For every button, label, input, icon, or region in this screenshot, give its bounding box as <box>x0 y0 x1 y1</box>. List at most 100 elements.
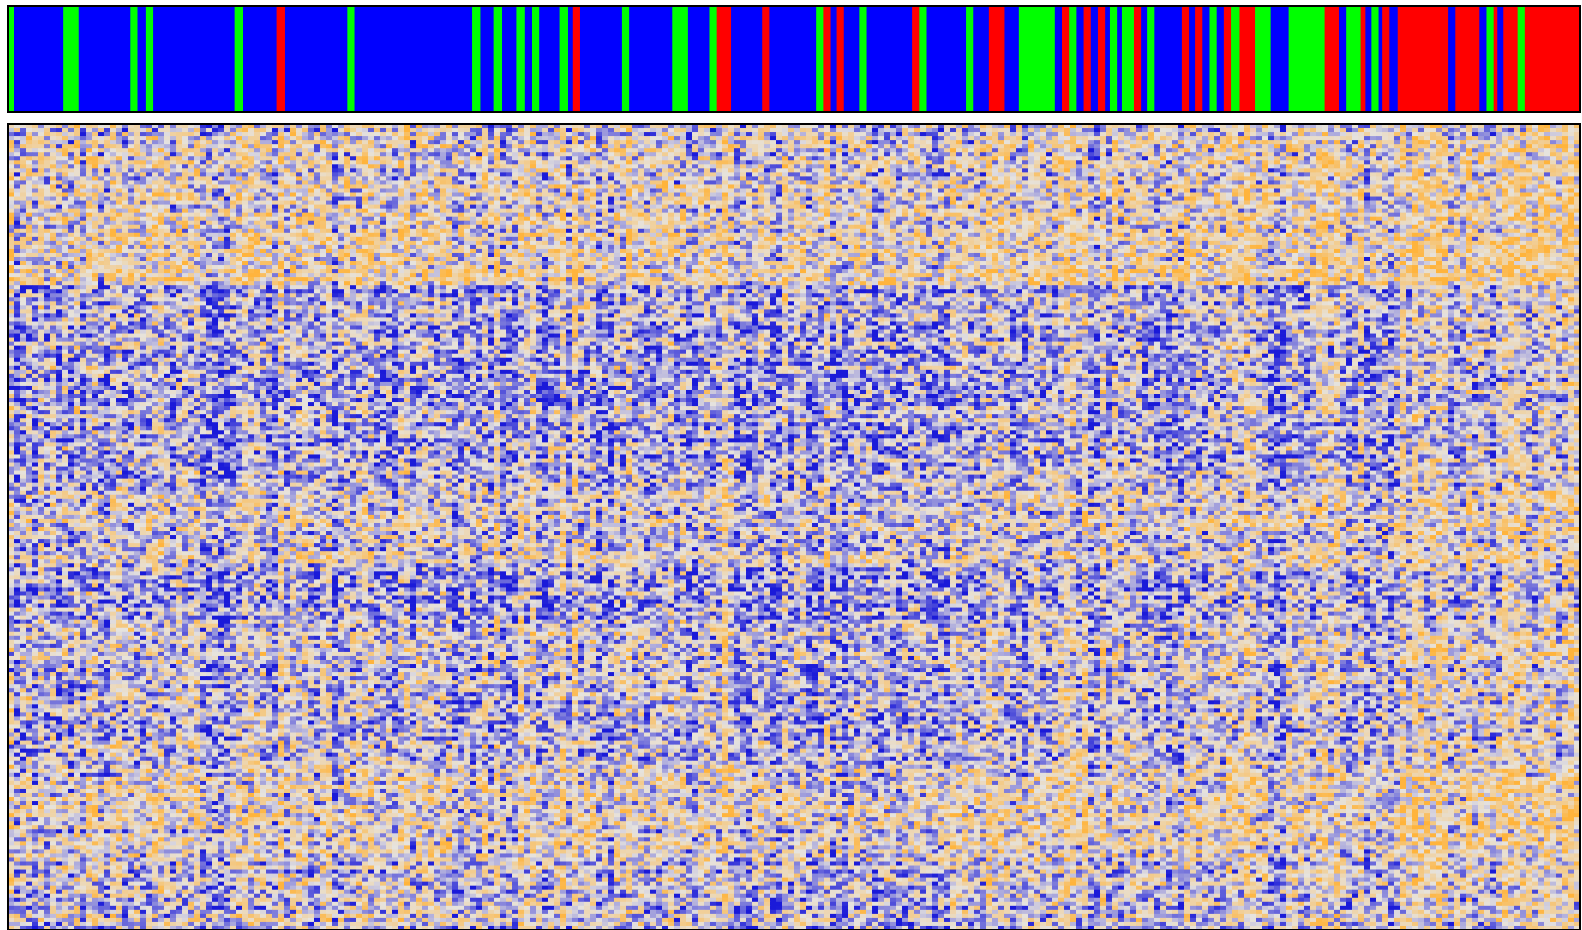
heatmap-cell <box>494 156 501 161</box>
heatmap-cell <box>872 192 879 197</box>
heatmap-cell <box>1280 156 1287 161</box>
heatmap-cell <box>410 132 417 137</box>
heatmap-cell <box>542 180 549 185</box>
heatmap-cell <box>650 128 657 133</box>
heatmap-cell <box>500 164 507 169</box>
heatmap-cell <box>1244 128 1251 133</box>
heatmap-cell <box>944 136 951 141</box>
annotation-segment-C <box>1422 6 1449 112</box>
heatmap-cell <box>1004 140 1011 145</box>
heatmap-cell <box>494 140 501 145</box>
heatmap-cell <box>1268 180 1275 185</box>
heatmap-cell <box>266 188 273 193</box>
heatmap-cell <box>740 124 747 129</box>
heatmap-cell <box>608 144 615 149</box>
heatmap-cell <box>1070 188 1077 193</box>
heatmap-cell <box>908 196 915 201</box>
heatmap-cell <box>1538 152 1545 157</box>
heatmap-cell <box>494 192 501 197</box>
heatmap-cell <box>968 124 975 129</box>
heatmap-cell <box>578 136 585 141</box>
heatmap-cell <box>536 184 543 189</box>
heatmap-cell <box>122 196 129 201</box>
heatmap-cell <box>266 196 273 201</box>
heatmap-cell <box>548 124 555 129</box>
heatmap-cell <box>1424 172 1431 177</box>
heatmap-cell <box>776 164 783 169</box>
heatmap-cell <box>1286 188 1293 193</box>
heatmap-cell <box>1508 188 1515 193</box>
heatmap-cell <box>782 148 789 153</box>
heatmap-cell <box>752 184 759 189</box>
heatmap-cell <box>146 124 153 129</box>
heatmap-cell <box>182 148 189 153</box>
heatmap-cell <box>578 184 585 189</box>
heatmap-cell <box>1412 176 1419 181</box>
heatmap-cell <box>638 180 645 185</box>
heatmap-cell <box>1130 124 1137 129</box>
annotation-segment-C <box>1097 6 1106 112</box>
heatmap-cell <box>638 164 645 169</box>
heatmap-cell <box>1400 192 1407 197</box>
heatmap-cell <box>932 152 939 157</box>
heatmap-cell <box>356 196 363 201</box>
heatmap-cell <box>704 152 711 157</box>
heatmap-cell <box>1202 184 1209 189</box>
heatmap-cell <box>422 136 429 141</box>
heatmap-cell <box>602 160 609 165</box>
heatmap-cell <box>1238 140 1245 145</box>
heatmap-cell <box>722 156 729 161</box>
heatmap-cell <box>14 160 21 165</box>
heatmap-cell <box>512 136 519 141</box>
heatmap-cell <box>386 128 393 133</box>
heatmap-cell <box>1442 188 1449 193</box>
heatmap-cell <box>308 140 315 145</box>
heatmap-cell <box>1508 180 1515 185</box>
heatmap-cell <box>572 172 579 177</box>
heatmap-cell <box>770 140 777 145</box>
heatmap-cell <box>308 124 315 129</box>
heatmap-cell <box>218 184 225 189</box>
heatmap-cell <box>530 160 537 165</box>
heatmap-cell <box>854 136 861 141</box>
annotation-segment-A <box>284 6 348 112</box>
heatmap-cell <box>476 132 483 137</box>
heatmap-cell <box>242 164 249 169</box>
heatmap-cell <box>704 156 711 161</box>
heatmap-cell <box>482 180 489 185</box>
heatmap-cell <box>932 156 939 161</box>
heatmap-cell <box>284 180 291 185</box>
heatmap-cell <box>1262 188 1269 193</box>
heatmap-cell <box>338 184 345 189</box>
heatmap-cell <box>1118 172 1125 177</box>
heatmap-cell <box>782 168 789 173</box>
heatmap-cell <box>848 180 855 185</box>
heatmap-cell <box>1370 132 1377 137</box>
heatmap-cell <box>320 180 327 185</box>
heatmap-cell <box>296 156 303 161</box>
heatmap-cell <box>1232 140 1239 145</box>
heatmap-cell <box>464 184 471 189</box>
heatmap-cell <box>116 136 123 141</box>
heatmap-cell <box>1040 132 1047 137</box>
heatmap-cell <box>1160 144 1167 149</box>
heatmap-cell <box>56 160 63 165</box>
heatmap-cell <box>1172 172 1179 177</box>
heatmap-cell <box>1388 172 1395 177</box>
heatmap-cell <box>1010 152 1017 157</box>
heatmap-cell <box>680 180 687 185</box>
heatmap-cell <box>1442 184 1449 189</box>
heatmap-cell <box>1034 132 1041 137</box>
heatmap-cell <box>1358 188 1365 193</box>
heatmap-cell <box>1490 180 1497 185</box>
heatmap-cell <box>554 144 561 149</box>
heatmap-cell <box>206 144 213 149</box>
heatmap-cell <box>1130 128 1137 133</box>
heatmap-cell <box>1076 152 1083 157</box>
heatmap-cell <box>44 132 51 137</box>
heatmap-cell <box>1010 148 1017 153</box>
heatmap-cell <box>278 192 285 197</box>
heatmap-cell <box>1088 140 1095 145</box>
heatmap-cell <box>1412 160 1419 165</box>
heatmap-cell <box>788 196 795 201</box>
